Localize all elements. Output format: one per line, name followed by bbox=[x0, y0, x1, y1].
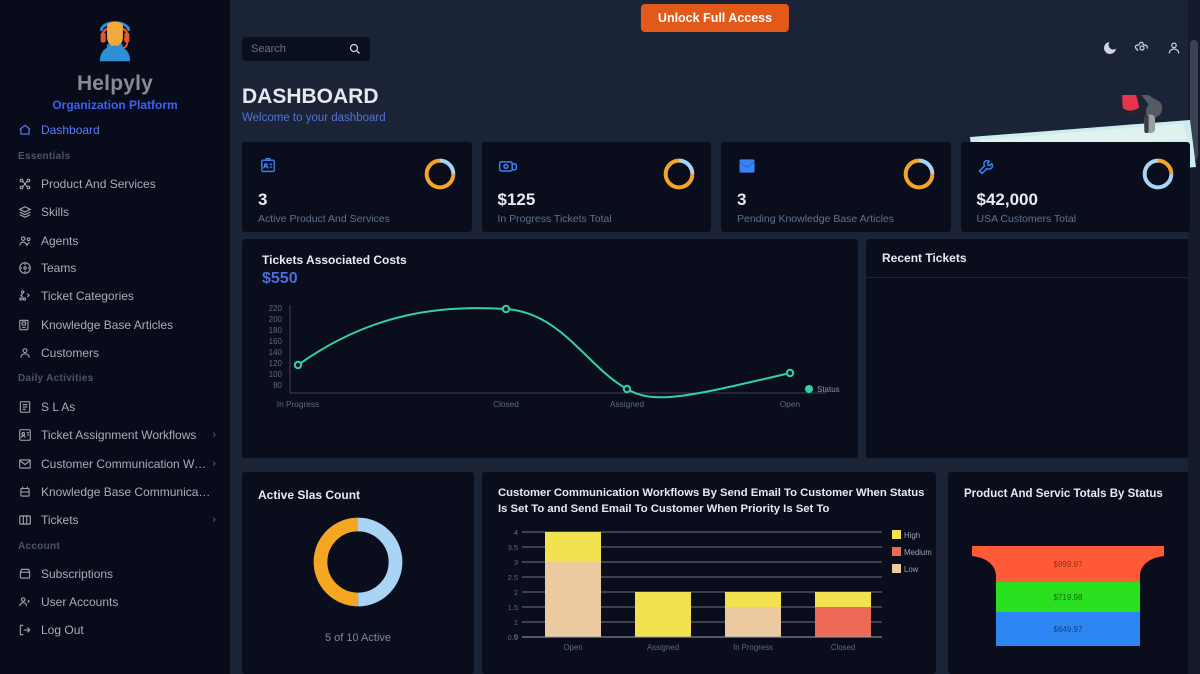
svg-text:Medium: Medium bbox=[904, 548, 932, 557]
svg-text:Closed: Closed bbox=[831, 643, 855, 652]
svg-text:Open: Open bbox=[780, 399, 801, 409]
svg-text:Status: Status bbox=[817, 385, 840, 394]
svg-text:160: 160 bbox=[269, 337, 283, 346]
svg-text:In Progress: In Progress bbox=[733, 643, 773, 652]
svg-text:140: 140 bbox=[269, 348, 283, 357]
svg-text:3: 3 bbox=[514, 558, 518, 567]
svg-text:2: 2 bbox=[514, 588, 518, 597]
svg-text:Open: Open bbox=[563, 643, 582, 652]
svg-text:80: 80 bbox=[273, 381, 282, 390]
svg-text:100: 100 bbox=[269, 370, 283, 379]
svg-text:Assigned: Assigned bbox=[610, 399, 645, 409]
svg-text:120: 120 bbox=[269, 359, 283, 368]
svg-text:1.5: 1.5 bbox=[508, 603, 518, 612]
svg-text:0: 0 bbox=[514, 632, 518, 641]
svg-text:200: 200 bbox=[269, 315, 283, 324]
svg-text:$719.98: $719.98 bbox=[1054, 593, 1083, 602]
svg-text:2.5: 2.5 bbox=[508, 573, 518, 582]
svg-text:Low: Low bbox=[904, 565, 919, 574]
svg-text:Assigned: Assigned bbox=[647, 643, 679, 652]
svg-text:3.5: 3.5 bbox=[508, 543, 518, 552]
svg-text:$649.97: $649.97 bbox=[1054, 625, 1083, 634]
svg-text:180: 180 bbox=[269, 326, 283, 335]
svg-text:4: 4 bbox=[514, 528, 518, 537]
svg-text:$999.97: $999.97 bbox=[1054, 560, 1083, 569]
svg-text:1: 1 bbox=[514, 618, 518, 627]
svg-text:High: High bbox=[904, 531, 920, 540]
svg-text:In Progress: In Progress bbox=[277, 399, 319, 409]
svg-text:Closed: Closed bbox=[493, 399, 519, 409]
svg-text:220: 220 bbox=[269, 304, 283, 313]
